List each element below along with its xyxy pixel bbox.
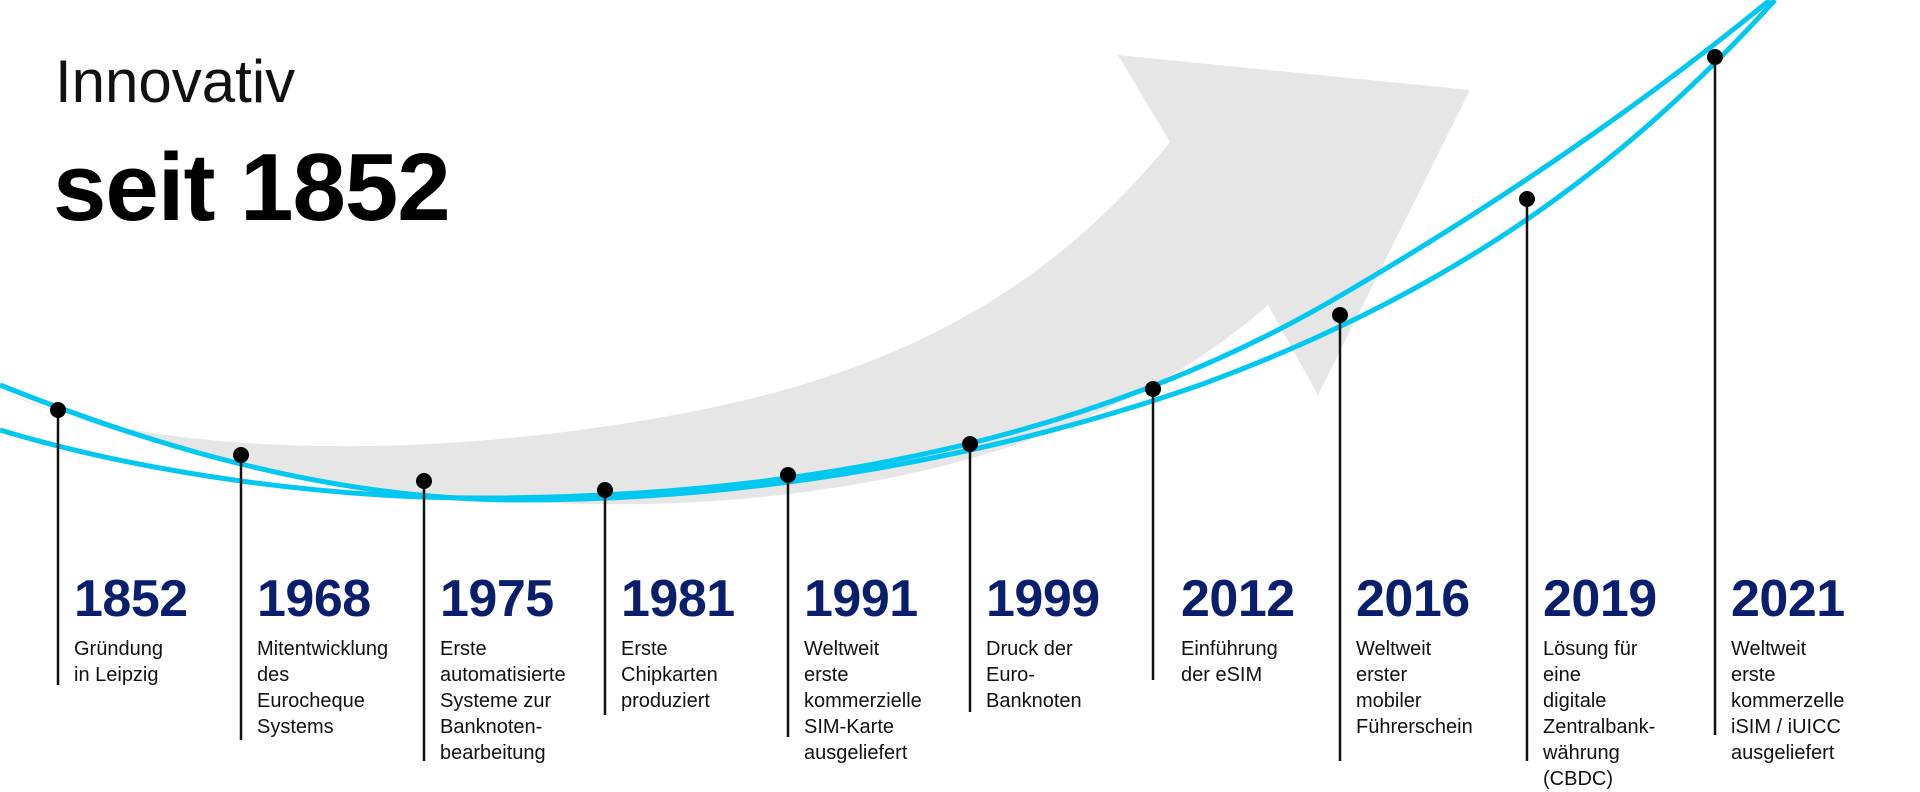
milestone-dot-2019 — [1519, 191, 1535, 207]
milestone-year: 2021 — [1731, 570, 1845, 628]
headline-seit-1852: seit 1852 — [53, 134, 451, 241]
timeline-curve-lower — [0, 0, 1777, 503]
milestone-description: Mitentwicklung des Eurocheque Systems — [257, 638, 389, 738]
milestone-dot-2021 — [1707, 49, 1723, 65]
milestone-description: Druck der Euro- Banknoten — [986, 638, 1082, 712]
growth-arrow — [0, 55, 1470, 505]
milestone-dot-1981 — [597, 482, 613, 498]
timeline-graphic — [0, 0, 1777, 761]
timeline-curve-upper — [0, 0, 1772, 501]
milestone-description: Erste Chipkarten produziert — [621, 638, 718, 712]
milestone-description: Einführung der eSIM — [1181, 638, 1278, 686]
milestone-year: 1975 — [440, 570, 554, 628]
milestone-description: Weltweit erste kommerzielle SIM-Karte au… — [804, 638, 922, 764]
milestone-dot-1968 — [233, 447, 249, 463]
milestone-year: 2016 — [1356, 570, 1470, 628]
headline-innovativ: Innovativ — [55, 48, 296, 115]
milestone-dot-1999 — [962, 436, 978, 452]
milestone-year: 2019 — [1543, 570, 1657, 628]
milestone-year: 1981 — [621, 570, 735, 628]
milestone-description: Lösung für eine digitale Zentralbank- wä… — [1543, 638, 1656, 790]
milestone-dot-1991 — [780, 467, 796, 483]
milestone-year: 1999 — [986, 570, 1100, 628]
milestone-description: Weltweit erster mobiler Führerschein — [1356, 638, 1473, 738]
milestone-dot-2016 — [1332, 307, 1348, 323]
milestone-year: 2012 — [1181, 570, 1295, 628]
milestone-dot-1975 — [416, 473, 432, 489]
milestone-description: Erste automatisierte Systeme zur Banknot… — [440, 638, 566, 764]
milestone-dot-2012 — [1145, 381, 1161, 397]
milestone-description: Weltweit erste kommerzelle iSIM / iUICC … — [1731, 638, 1845, 764]
milestone-dot-1852 — [50, 402, 66, 418]
milestone-description: Gründung in Leipzig — [74, 638, 163, 686]
milestone-year: 1991 — [804, 570, 918, 628]
timeline-diagram: Innovativ seit 1852 1852 Gründung in Leip… — [0, 0, 1845, 790]
milestone-year: 1852 — [74, 570, 188, 628]
milestone-year: 1968 — [257, 570, 371, 628]
